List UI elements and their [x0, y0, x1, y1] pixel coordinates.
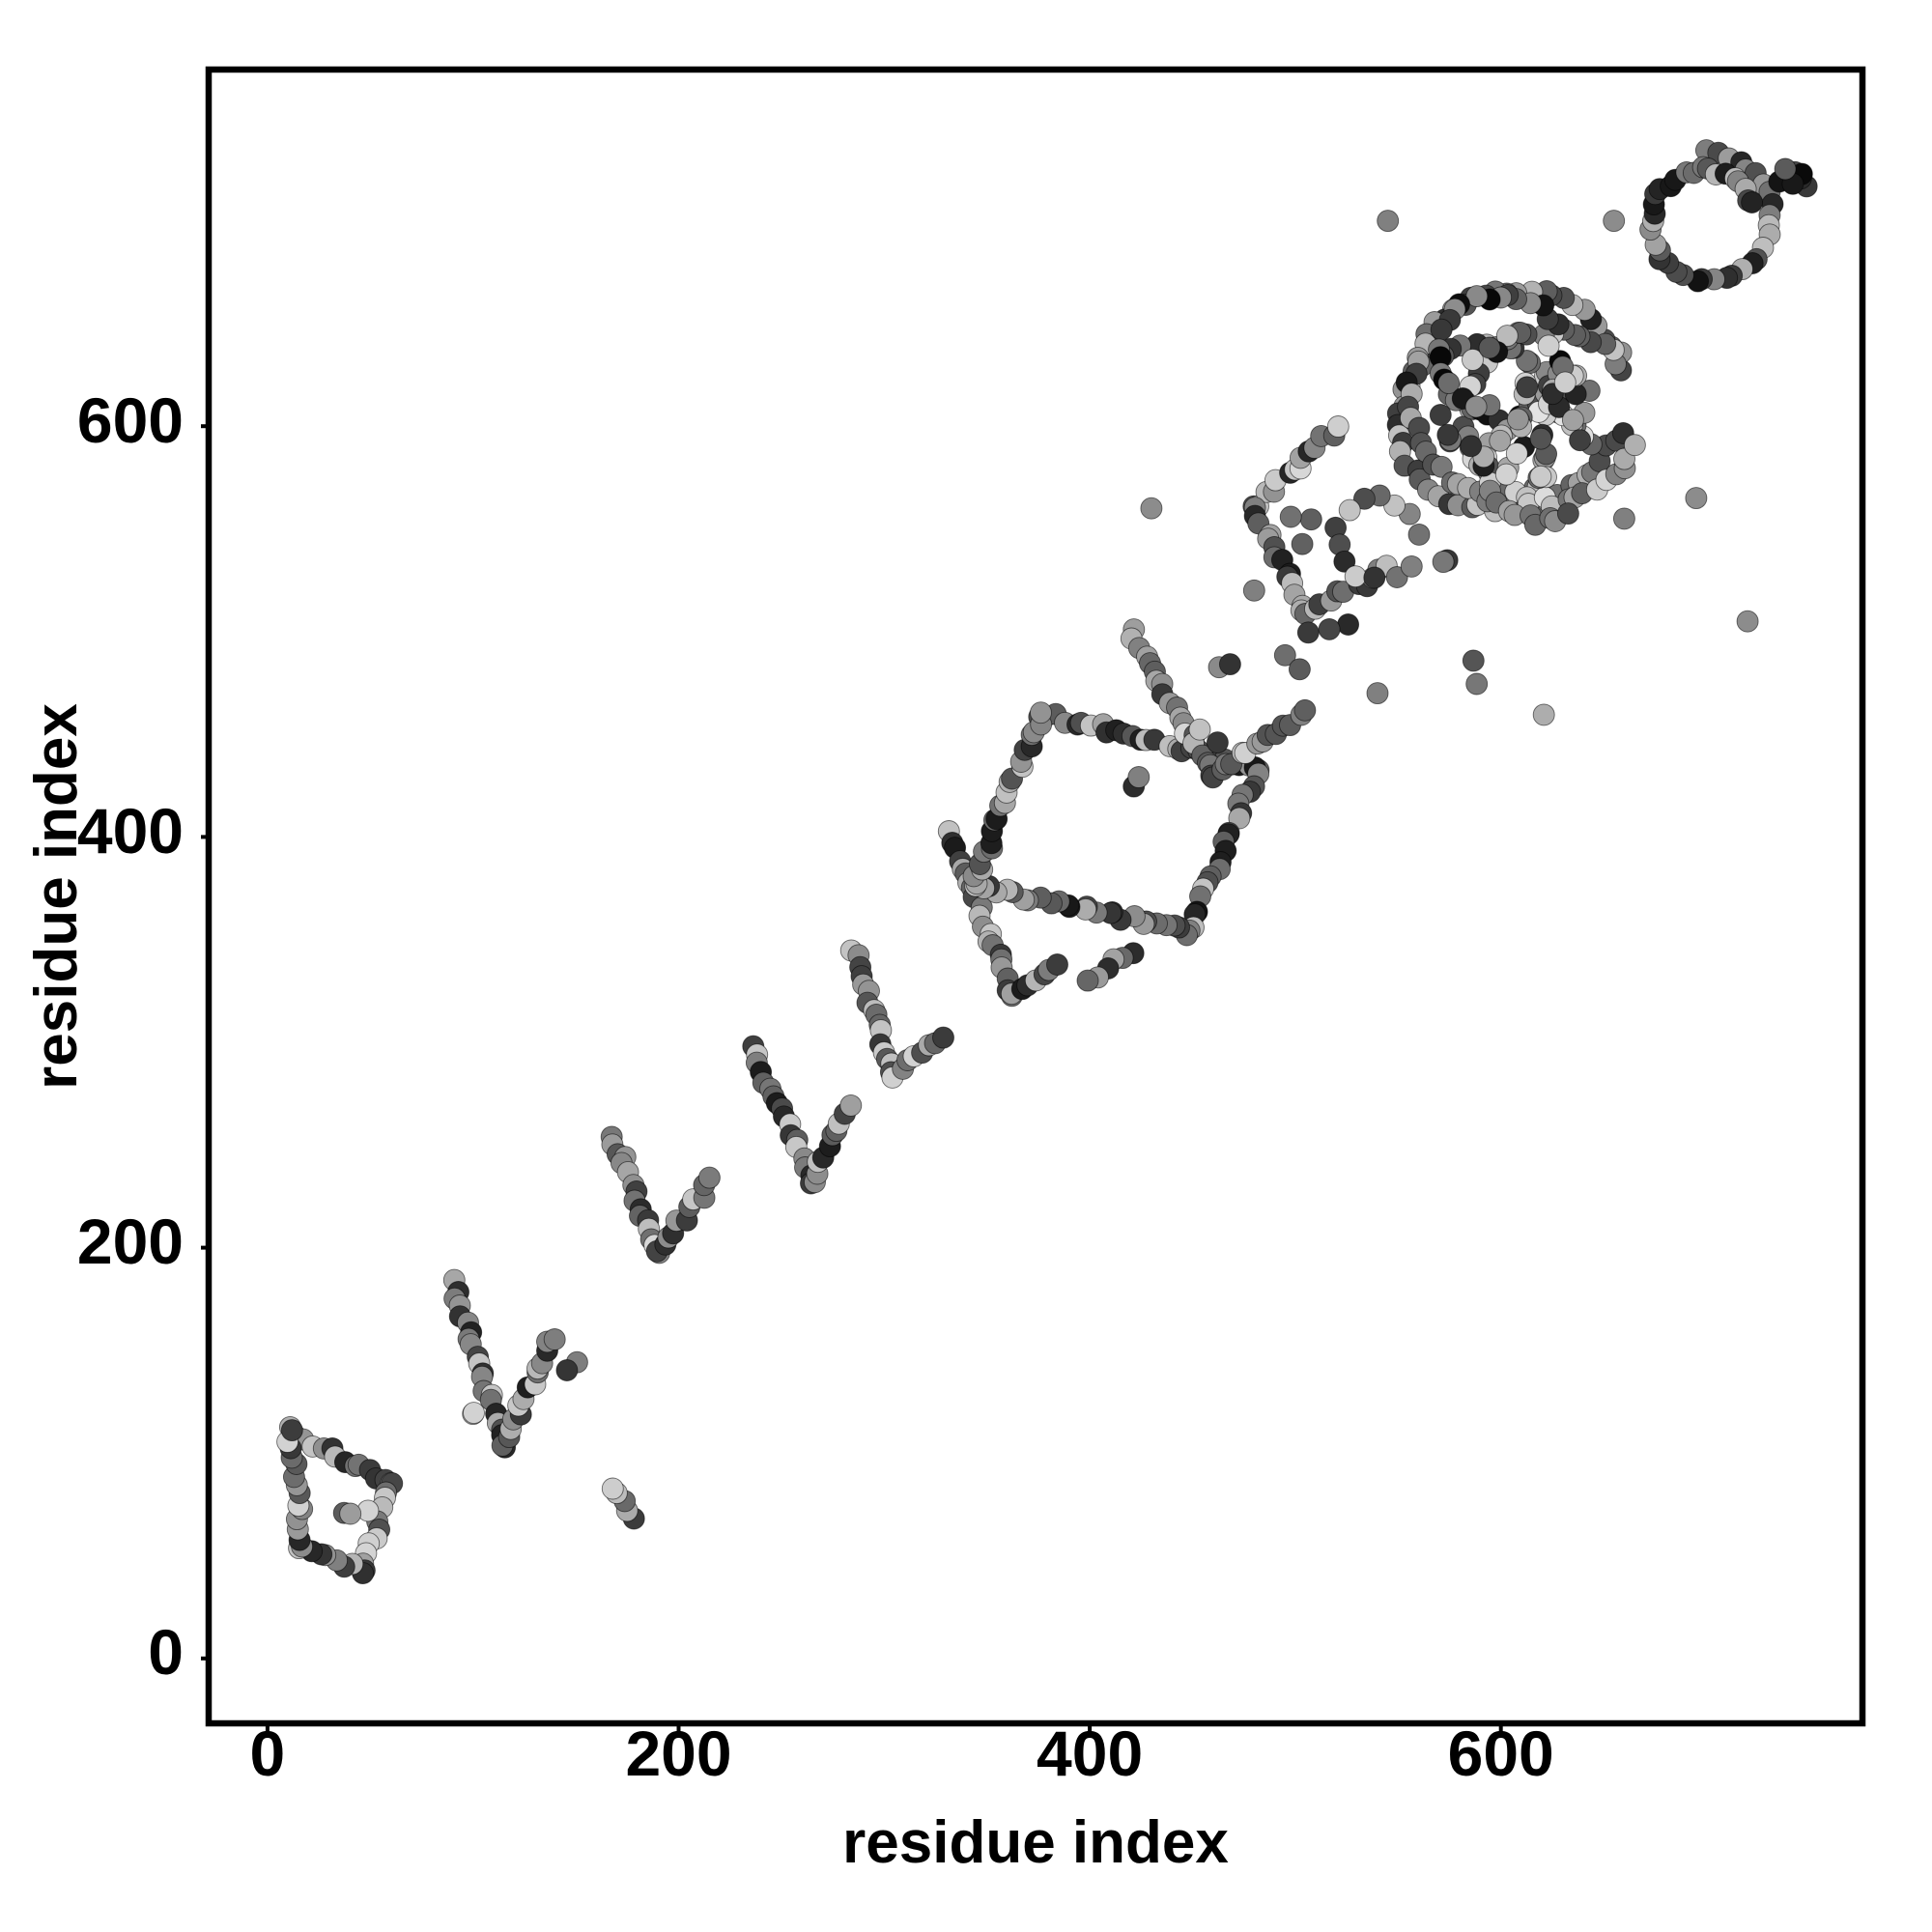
svg-text:200: 200 [77, 1206, 184, 1277]
svg-text:400: 400 [77, 795, 184, 867]
svg-text:600: 600 [77, 384, 184, 456]
svg-text:residue index: residue index [842, 1809, 1229, 1876]
svg-text:0: 0 [250, 1718, 286, 1789]
svg-text:200: 200 [625, 1718, 731, 1789]
svg-text:residue index: residue index [23, 703, 90, 1090]
svg-text:600: 600 [1448, 1718, 1554, 1789]
svg-text:0: 0 [148, 1616, 184, 1688]
svg-text:400: 400 [1037, 1718, 1143, 1789]
